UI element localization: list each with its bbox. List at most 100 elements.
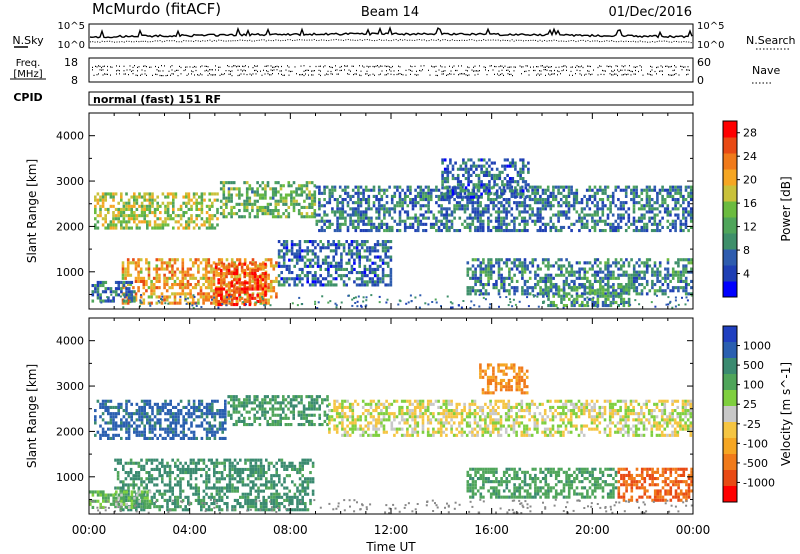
heatmap-cell	[363, 283, 367, 287]
freq-dot	[551, 70, 552, 72]
heatmap-cell	[596, 207, 599, 211]
heatmap-cell	[514, 167, 517, 171]
heatmap-cell	[243, 292, 247, 296]
heatmap-cell	[185, 195, 188, 199]
heatmap-cell	[422, 222, 425, 226]
heatmap-cell	[467, 180, 470, 184]
heatmap-cell	[220, 264, 224, 268]
heatmap-cell	[145, 267, 148, 271]
heatmap-cell	[138, 424, 141, 428]
heatmap-cell	[666, 267, 670, 271]
heatmap-cell	[288, 258, 291, 262]
heatmap-cell	[617, 304, 620, 308]
heatmap-cell	[316, 261, 320, 265]
heatmap-cell	[448, 201, 451, 205]
freq-dot	[569, 74, 570, 76]
heatmap-cell	[134, 292, 138, 296]
heatmap-cell	[251, 276, 255, 280]
heatmap-cell	[305, 215, 309, 219]
heatmap-cell	[114, 290, 118, 294]
heatmap-cell	[521, 270, 524, 274]
freq-dot	[303, 70, 305, 72]
freq-dot	[530, 66, 531, 68]
heatmap-cell	[212, 273, 216, 277]
heatmap-cell	[267, 286, 270, 290]
heatmap-cell	[560, 258, 563, 262]
heatmap-cell	[627, 273, 631, 277]
heatmap-cell	[472, 186, 476, 190]
heatmap-cell	[229, 295, 232, 298]
heatmap-cell	[225, 290, 228, 294]
heatmap-cell	[687, 185, 690, 189]
freq-dot	[296, 73, 297, 75]
heatmap-cell	[575, 286, 579, 290]
heatmap-cell	[562, 201, 566, 205]
heatmap-cell	[390, 198, 394, 202]
heatmap-cell	[230, 196, 233, 200]
heatmap-cell	[190, 198, 193, 202]
heatmap-cell	[495, 283, 498, 287]
freq-dot	[638, 70, 639, 73]
heatmap-cell	[505, 213, 508, 217]
freq-dot	[257, 65, 258, 67]
heatmap-cell	[284, 196, 288, 200]
freq-dot	[155, 73, 156, 75]
heatmap-cell	[208, 220, 211, 224]
freq-dot	[204, 65, 206, 67]
heatmap-cell	[332, 249, 335, 253]
heatmap-cell	[547, 297, 550, 301]
freq-dot	[137, 74, 138, 77]
heatmap-cell	[120, 223, 123, 227]
heatmap-cell	[345, 240, 348, 244]
heatmap-cell	[414, 188, 417, 192]
heatmap-cell	[198, 207, 201, 211]
heatmap-cell	[440, 213, 443, 217]
heatmap-cell	[380, 222, 384, 226]
freq-dot	[441, 66, 443, 68]
freq-dot	[617, 69, 618, 71]
heatmap-cell	[588, 297, 592, 301]
freq-dot	[444, 70, 446, 72]
freq-dot	[428, 69, 429, 71]
heatmap-cell	[204, 292, 208, 296]
heatmap-cell	[622, 204, 625, 208]
heatmap-cell	[186, 273, 190, 277]
heatmap-cell	[303, 255, 307, 259]
freq-dot	[123, 70, 125, 72]
freq-dot	[617, 74, 618, 77]
heatmap-cell	[168, 286, 172, 290]
heatmap-cell	[505, 296, 508, 298]
heatmap-cell	[424, 185, 428, 189]
heatmap-cell	[159, 223, 162, 227]
heatmap-cell	[523, 279, 527, 283]
heatmap-cell	[325, 213, 329, 217]
heatmap-cell	[334, 302, 337, 305]
heatmap-cell	[650, 210, 654, 214]
heatmap-cell	[381, 243, 385, 247]
heatmap-cell	[518, 258, 522, 262]
heatmap-cell	[674, 191, 677, 195]
heatmap-cell	[109, 195, 113, 199]
heatmap-cell	[177, 207, 180, 211]
heatmap-cell	[435, 194, 438, 198]
heatmap-cell	[192, 201, 196, 205]
heatmap-cell	[230, 181, 233, 185]
heatmap-cell	[516, 180, 520, 184]
heatmap-cell	[298, 296, 301, 299]
heatmap-cell	[114, 280, 118, 284]
heatmap-cell	[217, 267, 221, 271]
heatmap-cell	[263, 304, 266, 307]
freq-dot	[126, 69, 128, 71]
freq-dot	[467, 74, 468, 77]
freq-dot	[684, 66, 686, 68]
heatmap-cell	[359, 201, 363, 205]
heatmap-cell	[342, 274, 346, 278]
heatmap-cell	[303, 240, 307, 244]
heatmap-cell	[366, 255, 369, 259]
heatmap-cell	[233, 262, 236, 266]
heatmap-cell	[527, 167, 530, 171]
heatmap-cell	[453, 207, 456, 211]
heatmap-cell	[202, 298, 205, 302]
freq-dot	[680, 65, 681, 67]
heatmap-cell	[222, 181, 226, 185]
